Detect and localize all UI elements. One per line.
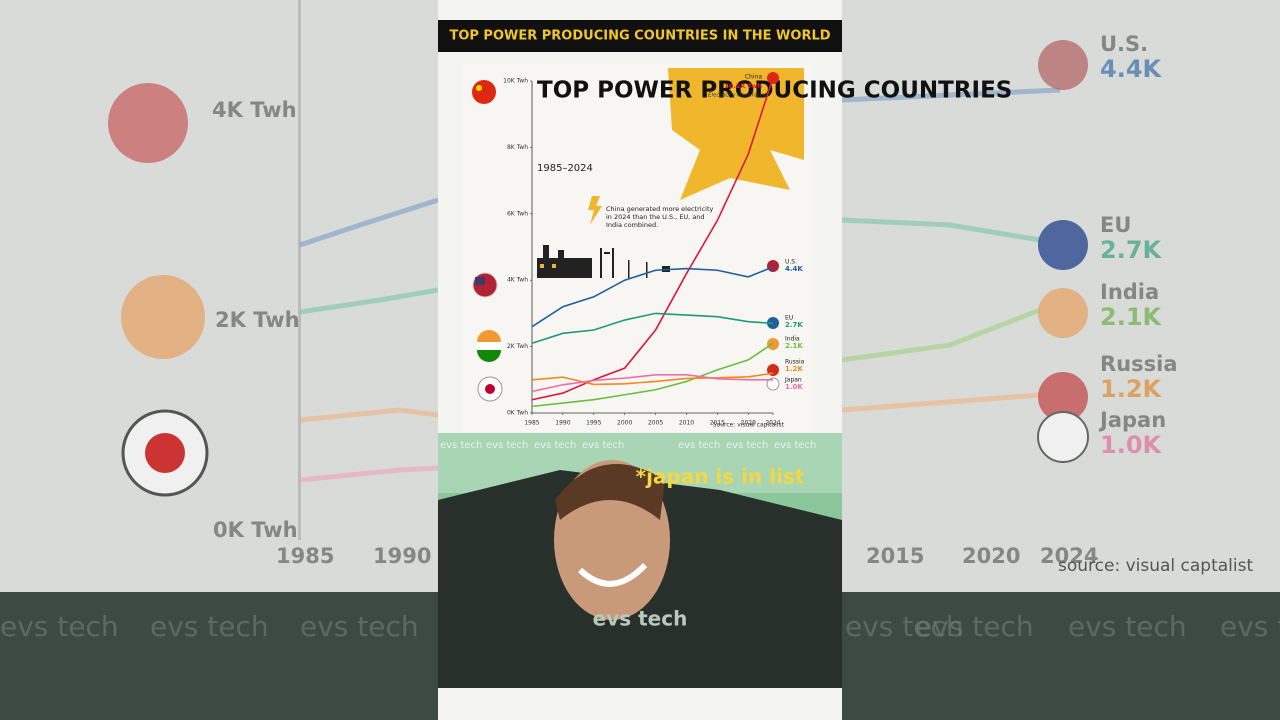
y-tick-label: 2K Twh: [507, 343, 528, 350]
value-label: 2.1K: [785, 342, 803, 350]
bg-text: 2K Twh: [215, 308, 300, 332]
legend-label: China: [745, 74, 762, 81]
bg-text: 1.2K: [1100, 375, 1163, 403]
x-tick-label: 1995: [586, 420, 601, 427]
y-tick-label: 4K Twh: [507, 277, 528, 284]
bg-text: 1985: [276, 544, 334, 568]
x-tick-label: 1985: [524, 420, 539, 427]
watermark: evs tech: [726, 440, 768, 451]
series-line: [531, 374, 773, 393]
watermark: evs tech: [150, 610, 269, 643]
watermark: evs tech: [486, 440, 528, 451]
annotation: China generated more electricity in 2024…: [606, 205, 714, 229]
y-tick-label: 0K Twh: [507, 410, 528, 417]
value-label: 1.0K: [785, 383, 803, 391]
banner: [438, 20, 842, 52]
watermark: evs tech: [300, 610, 419, 643]
watermark: evs tech: [774, 440, 816, 451]
watermark: evs tech: [440, 440, 482, 451]
watermark: evs tech: [845, 610, 964, 643]
bg-text: Russia: [1100, 352, 1178, 376]
value-label: 1.2K: [785, 365, 803, 373]
annotation-box: China generated more electricity in 2024…: [606, 205, 714, 229]
legend-label: Russia: [785, 359, 805, 366]
bg-text: source: visual captalist: [1058, 556, 1253, 576]
bg-text: 2.7K: [1100, 236, 1163, 264]
x-tick-label: 2020: [741, 420, 756, 427]
watermark: evs tech: [1068, 610, 1187, 643]
bolt: [588, 196, 602, 225]
bg-text: 4.4K: [1100, 55, 1163, 83]
legend-label: India: [785, 336, 800, 343]
series-line: [531, 266, 774, 328]
bg-text: 0K Twh: [213, 518, 298, 542]
legend-label: U.S.: [785, 259, 797, 266]
caption: *japan is in list: [636, 465, 805, 489]
watermark: evs tech: [534, 440, 576, 451]
x-tick-label: 2000: [617, 420, 632, 427]
x-tick-label: 2010: [679, 420, 694, 427]
background-right: U.S. 4.4K EU 2.7K India 2.1K Russia 1.2K…: [841, 32, 1253, 576]
background-left: 4K Twh 2K Twh 0K Twh 1985 1990: [108, 0, 439, 568]
watermark: evs tech: [1220, 610, 1280, 643]
watermark: evs tech: [915, 610, 1034, 643]
bg-text: 2.1K: [1100, 303, 1163, 331]
bg-text: 1990: [373, 544, 431, 568]
bg-text: 2020: [962, 544, 1020, 568]
bg-text: India: [1100, 280, 1159, 304]
series-line: [531, 77, 774, 401]
background-watermark: evs tech evs tech evs tech evs tech evs …: [0, 610, 1280, 643]
bg-text: EU: [1100, 213, 1131, 237]
series-line: [531, 312, 774, 345]
chart-subtitle: 1985–2024: [537, 163, 593, 174]
y-tick-label: 6K Twh: [507, 210, 528, 217]
x-tick-label: 2015: [710, 420, 725, 427]
source: Source: visual capitalist: [713, 422, 785, 429]
x-tick-label: 2024: [765, 420, 780, 427]
x-tick-label: 2005: [648, 420, 663, 427]
legend-label: Japan: [784, 377, 802, 384]
x-tick-label: 1990: [555, 420, 570, 427]
banner-text: TOP POWER PRODUCING COUNTRIES IN THE WOR…: [449, 29, 830, 44]
bg-text: U.S.: [1100, 32, 1148, 56]
series-line: [531, 342, 774, 408]
meme-image: evs tech evs tech evs tech evs tech evs …: [438, 433, 842, 688]
bg-text: Japan: [1098, 408, 1166, 432]
burst: [668, 68, 804, 200]
y-tick-label: 8K Twh: [507, 144, 528, 151]
bg-text: 1.0K: [1100, 431, 1163, 459]
chart: TOP POWER PRODUCING COUNTRIES 1985–2024 …: [462, 62, 1012, 432]
watermark: evs tech: [0, 610, 119, 643]
watermark: evs tech: [582, 440, 624, 451]
y-tick-label: 10K Twh: [503, 78, 528, 85]
watermark: evs tech: [593, 607, 688, 631]
watermark: evs tech: [678, 440, 720, 451]
legend-label: EU: [785, 315, 793, 322]
series-line: [531, 372, 774, 386]
value-label: 4.4K: [785, 265, 803, 273]
series-note: Electricity Generation: [708, 93, 768, 99]
flags: [472, 72, 780, 402]
value-label: 2.7K: [785, 321, 803, 329]
bg-text: 4K Twh: [212, 98, 297, 122]
bg-text: 2015: [866, 544, 924, 568]
value-label: 10.1K Twh: [724, 82, 762, 90]
bg-text: 2024: [1040, 544, 1098, 568]
